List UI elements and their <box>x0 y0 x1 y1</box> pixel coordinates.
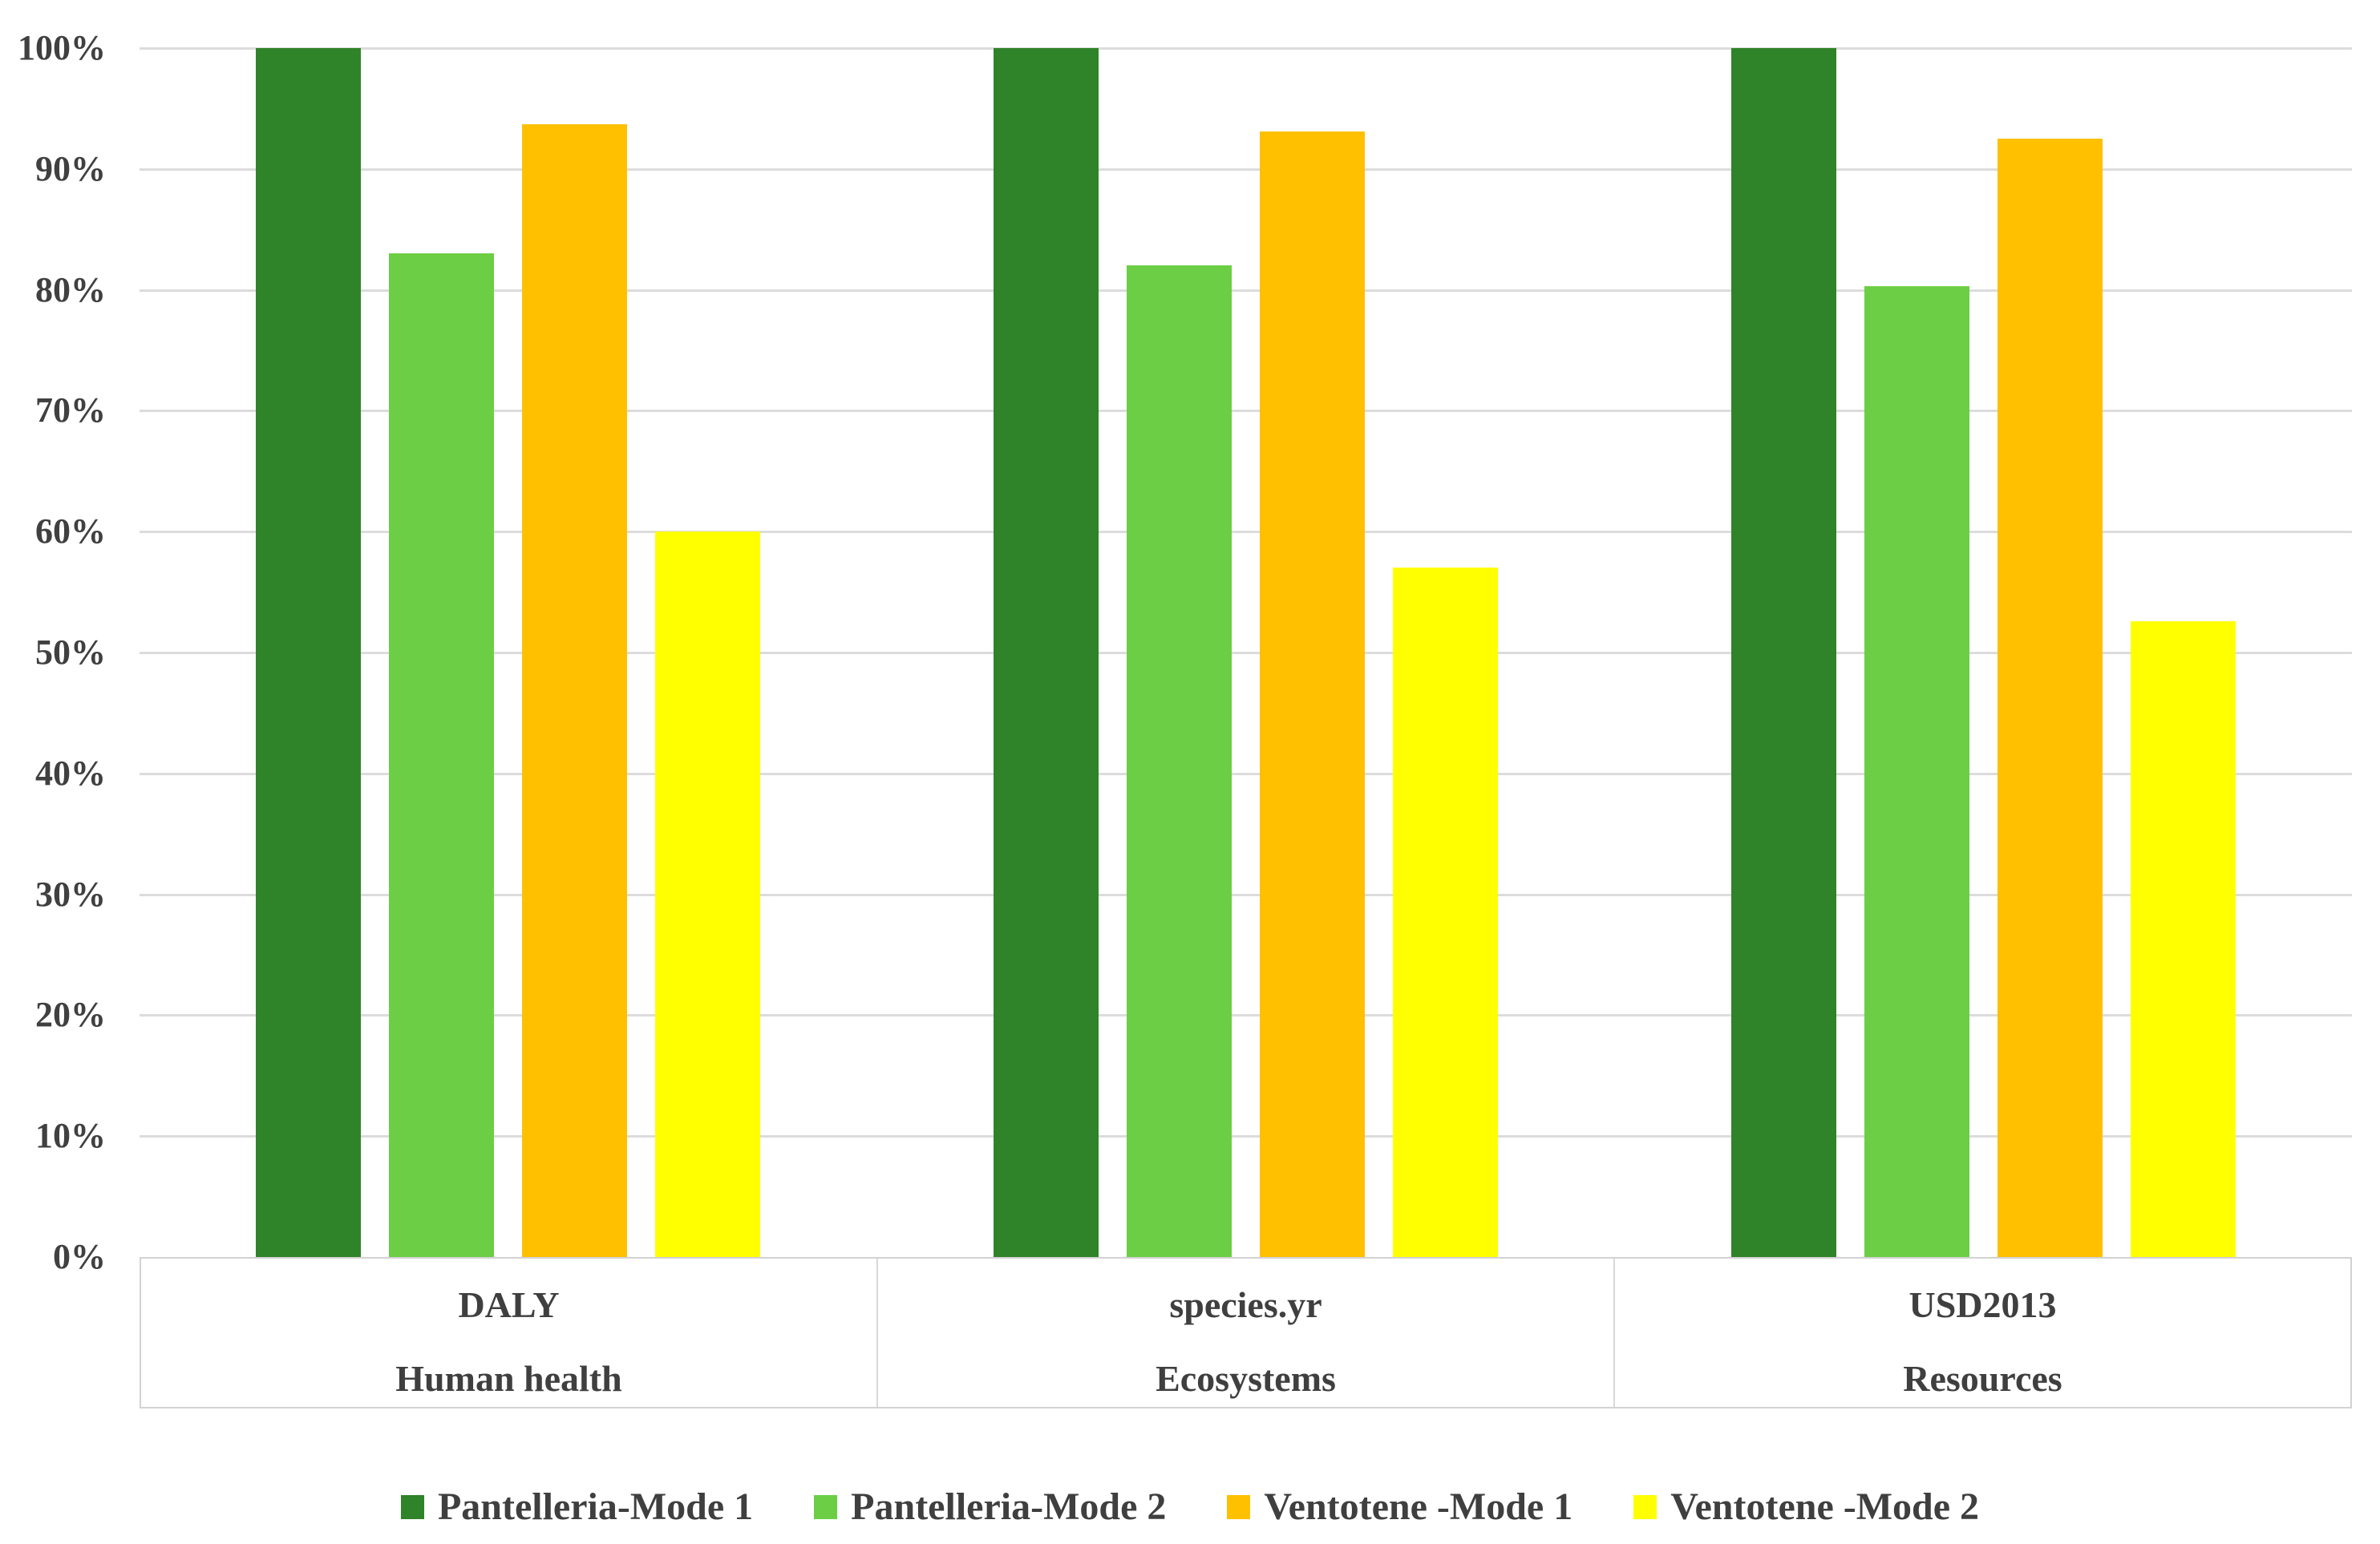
gridline-20 <box>140 1014 2352 1017</box>
category-group-label: Ecosystems <box>1156 1358 1336 1399</box>
bar-pantelleria-mode-1-daly <box>256 48 362 1257</box>
category-cell-ecosystems: species.yr Ecosystems <box>876 1259 1613 1407</box>
y-tick-label: 60% <box>35 511 106 551</box>
gridline-50 <box>140 652 2352 654</box>
bar-pantelleria-mode-2-species-yr <box>1127 265 1232 1257</box>
bar-pantelleria-mode-1-species-yr <box>994 48 1099 1257</box>
y-tick-label: 30% <box>35 875 106 914</box>
y-tick-label: 80% <box>35 270 106 309</box>
legend-item-ventotene-mode-2: Ventotene -Mode 2 <box>1633 1485 1979 1529</box>
gridline-40 <box>140 773 2352 775</box>
category-group-label: Resources <box>1903 1358 2062 1399</box>
gridline-80 <box>140 289 2352 292</box>
bar-group-species-yr <box>877 48 1615 1257</box>
category-unit-label: USD2013 <box>1908 1284 2057 1325</box>
category-cell-resources: USD2013 Resources <box>1613 1259 2350 1407</box>
plot-area <box>140 47 2352 1257</box>
legend-label: Pantelleria-Mode 1 <box>437 1485 754 1528</box>
legend-label: Ventotene -Mode 1 <box>1264 1485 1573 1528</box>
y-tick-label: 100% <box>18 28 106 67</box>
legend-label: Pantelleria-Mode 2 <box>851 1485 1167 1528</box>
legend-marker-icon <box>814 1494 838 1519</box>
y-tick-label: 70% <box>35 390 106 430</box>
bar-ventotene-mode-2-usd2013 <box>2130 620 2236 1257</box>
gridline-60 <box>140 531 2352 533</box>
category-group-label: Human health <box>395 1358 622 1399</box>
legend-item-ventotene-mode-1: Ventotene -Mode 1 <box>1227 1485 1572 1529</box>
bar-ventotene-mode-1-species-yr <box>1260 131 1365 1257</box>
category-unit-label: DALY <box>458 1284 560 1325</box>
legend-label: Ventotene -Mode 2 <box>1670 1485 1980 1528</box>
category-unit-label: species.yr <box>1169 1284 1322 1325</box>
gridline-90 <box>140 168 2352 171</box>
y-tick-label: 90% <box>35 149 106 188</box>
legend-item-pantelleria-mode-2: Pantelleria-Mode 2 <box>814 1485 1166 1529</box>
bar-group-daly <box>140 48 877 1257</box>
y-tick-label: 20% <box>35 995 106 1034</box>
y-tick-label: 0% <box>53 1237 106 1276</box>
bar-ventotene-mode-1-daly <box>522 124 628 1257</box>
gridline-70 <box>140 410 2352 412</box>
legend-marker-icon <box>400 1494 424 1519</box>
bar-pantelleria-mode-2-usd2013 <box>1864 286 1969 1257</box>
category-axis: DALY Human health species.yr Ecosystems USD2… <box>140 1257 2352 1409</box>
bar-pantelleria-mode-1-usd2013 <box>1730 48 1836 1257</box>
legend-marker-icon <box>1633 1494 1658 1519</box>
y-tick-label: 10% <box>35 1116 106 1155</box>
legend-marker-icon <box>1227 1494 1251 1519</box>
gridline-10 <box>140 1135 2352 1138</box>
bar-ventotene-mode-2-species-yr <box>1393 568 1498 1257</box>
bar-ventotene-mode-1-usd2013 <box>1997 139 2103 1257</box>
legend-item-pantelleria-mode-1: Pantelleria-Mode 1 <box>400 1485 754 1529</box>
category-cell-human-health: DALY Human health <box>141 1259 876 1407</box>
bar-groups <box>140 48 2352 1257</box>
bar-group-usd2013 <box>1614 48 2352 1257</box>
y-tick-label: 40% <box>35 754 106 793</box>
y-axis: 100% 90% 80% 70% 60% 50% 40% 30% 20% 10% 0% <box>0 28 106 1276</box>
legend: Pantelleria-Mode 1 Pantelleria-Mode 2 Vent… <box>0 1485 2380 1529</box>
bar-ventotene-mode-2-daly <box>655 532 761 1257</box>
bar-pantelleria-mode-2-daly <box>389 253 495 1257</box>
gridline-30 <box>140 894 2352 896</box>
y-tick-label: 50% <box>35 633 106 672</box>
gridline-100 <box>140 47 2352 50</box>
